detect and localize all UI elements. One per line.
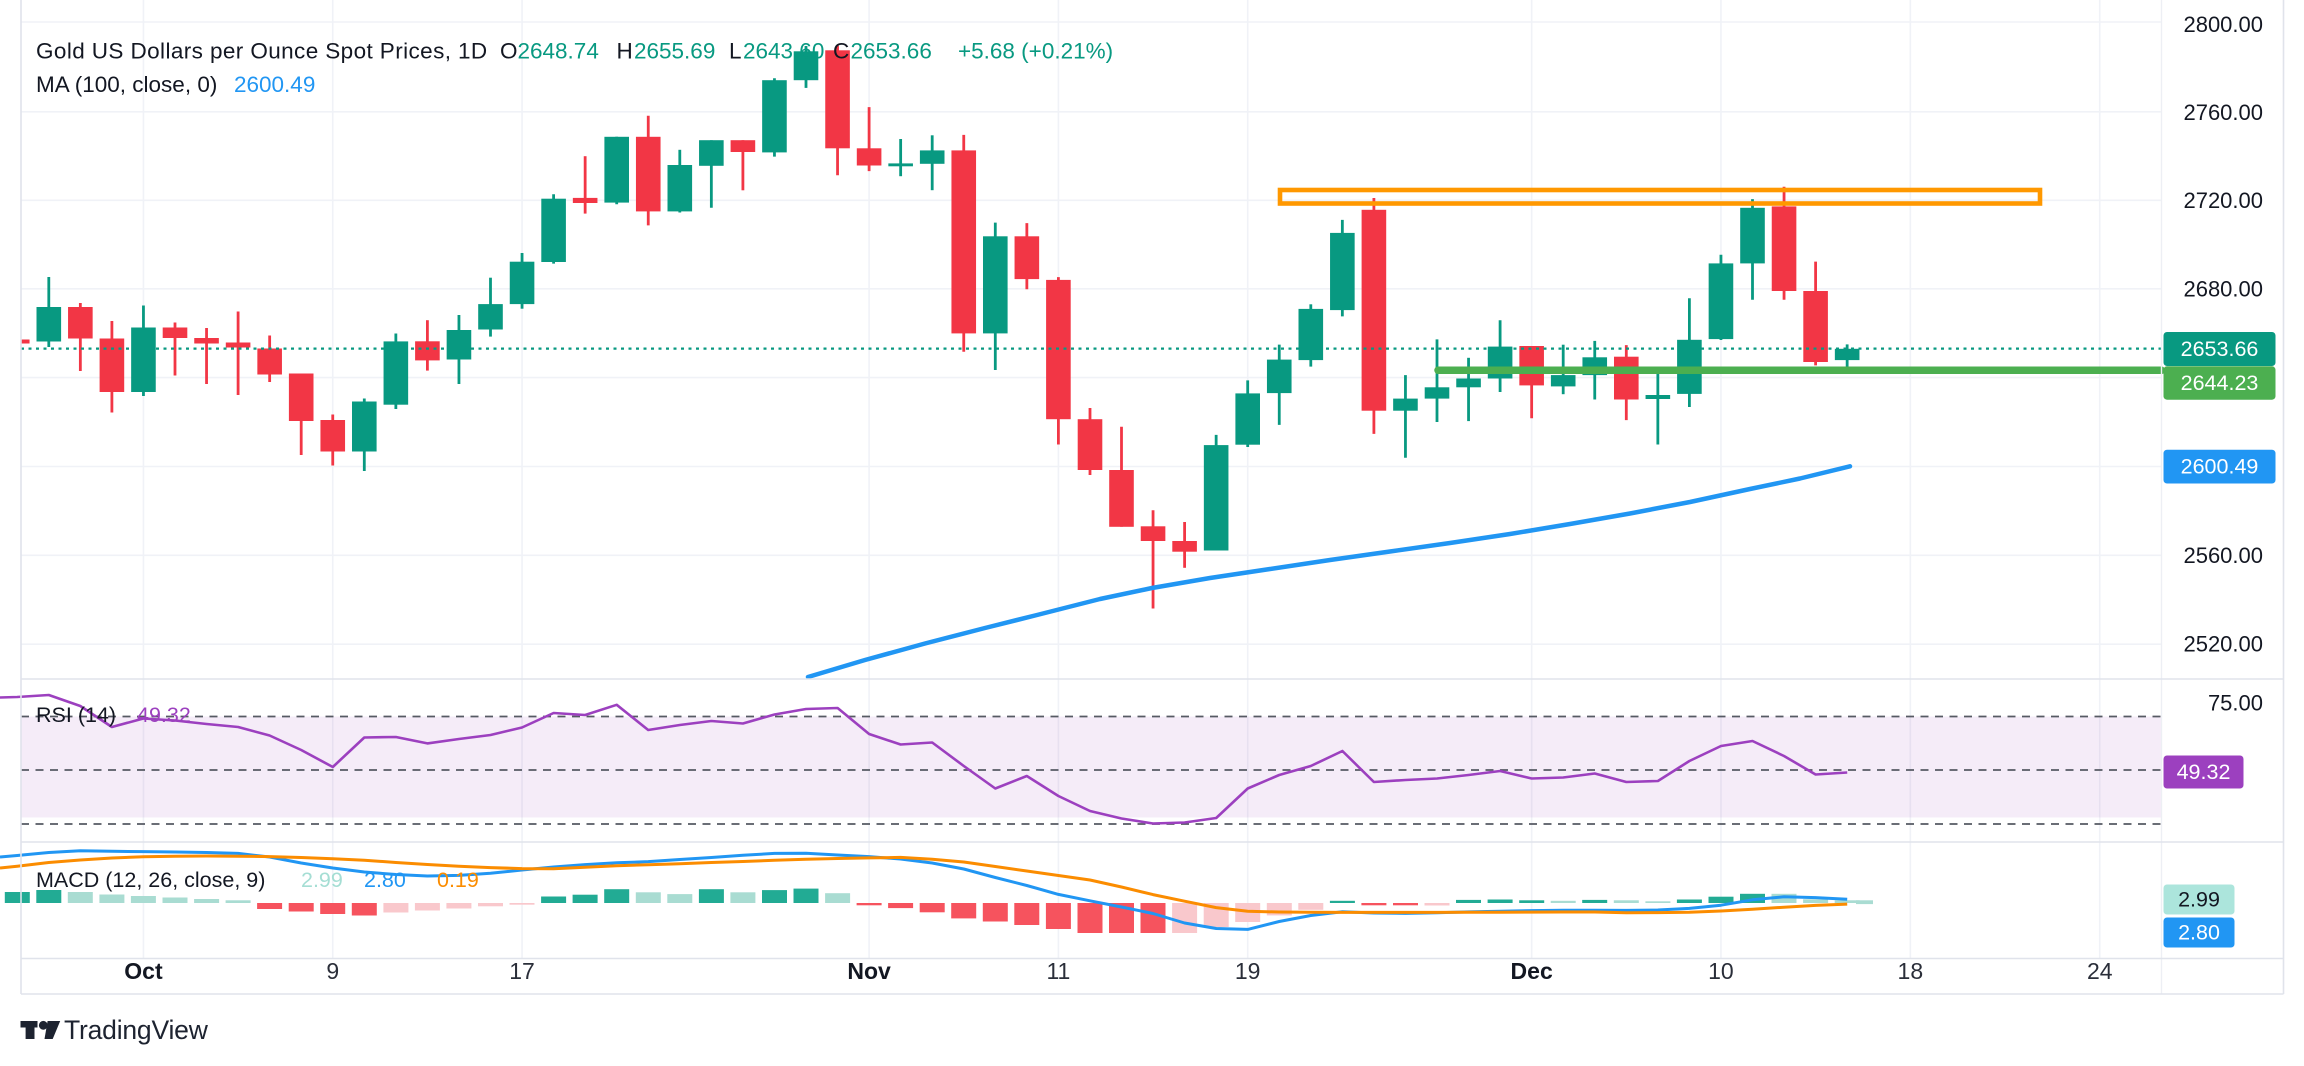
svg-text:Gold US Dollars per Ounce Spot: Gold US Dollars per Ounce Spot Prices, 1… xyxy=(36,39,488,64)
svg-text:TradingView: TradingView xyxy=(64,1015,209,1045)
svg-text:C: C xyxy=(833,39,849,64)
svg-text:2.80: 2.80 xyxy=(2178,921,2220,945)
svg-text:18: 18 xyxy=(1898,958,1924,984)
svg-text:H: H xyxy=(617,39,633,64)
svg-text:24: 24 xyxy=(2087,958,2113,984)
svg-text:2.99: 2.99 xyxy=(2178,888,2220,912)
svg-text:2.99: 2.99 xyxy=(301,868,343,892)
svg-text:O: O xyxy=(500,39,518,64)
svg-text:L: L xyxy=(729,39,742,64)
svg-text:9: 9 xyxy=(326,958,339,984)
svg-text:Nov: Nov xyxy=(847,958,891,984)
svg-text:2520.00: 2520.00 xyxy=(2183,632,2263,657)
svg-text:2644.23: 2644.23 xyxy=(2181,371,2259,395)
svg-text:17: 17 xyxy=(509,958,535,984)
svg-text:2648.74: 2648.74 xyxy=(518,39,599,64)
svg-text:11: 11 xyxy=(1046,958,1070,984)
svg-text:Dec: Dec xyxy=(1511,958,1553,984)
svg-text:0.19: 0.19 xyxy=(437,868,479,892)
svg-text:2720.00: 2720.00 xyxy=(2183,188,2263,213)
svg-text:2680.00: 2680.00 xyxy=(2183,276,2263,301)
svg-text:2560.00: 2560.00 xyxy=(2183,543,2263,568)
svg-text:2600.49: 2600.49 xyxy=(234,72,315,97)
svg-text:2.80: 2.80 xyxy=(364,868,406,892)
svg-text:RSI (14): RSI (14) xyxy=(36,703,116,727)
svg-text:75.00: 75.00 xyxy=(2208,691,2263,716)
svg-text:49.32: 49.32 xyxy=(137,703,191,727)
svg-text:Oct: Oct xyxy=(124,958,163,984)
svg-text:MACD (12, 26, close, 9): MACD (12, 26, close, 9) xyxy=(36,868,265,892)
svg-text:2600.49: 2600.49 xyxy=(2181,455,2259,479)
svg-text:2800.00: 2800.00 xyxy=(2183,12,2263,37)
svg-text:10: 10 xyxy=(1708,958,1734,984)
svg-text:19: 19 xyxy=(1235,958,1261,984)
svg-text:2760.00: 2760.00 xyxy=(2183,100,2263,125)
svg-text:49.32: 49.32 xyxy=(2177,760,2231,784)
svg-text:2643.60: 2643.60 xyxy=(743,39,824,64)
svg-text:2655.69: 2655.69 xyxy=(634,39,715,64)
svg-text:MA (100, close, 0): MA (100, close, 0) xyxy=(36,72,217,97)
svg-text:2653.66: 2653.66 xyxy=(851,39,932,64)
svg-text:+5.68 (+0.21%): +5.68 (+0.21%) xyxy=(958,39,1113,64)
svg-text:2653.66: 2653.66 xyxy=(2181,337,2259,361)
